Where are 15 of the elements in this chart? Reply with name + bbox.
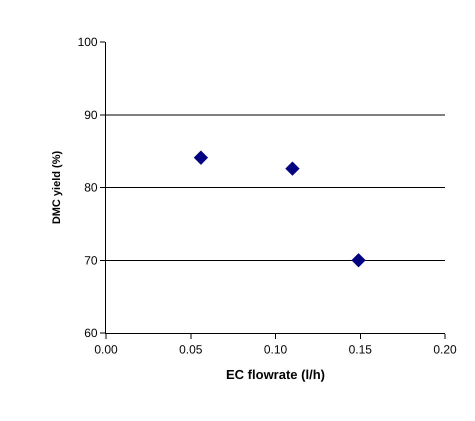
x-tick-label: 0.05 bbox=[179, 342, 203, 356]
y-tick-label: 60 bbox=[84, 326, 98, 340]
y-tick-label: 80 bbox=[84, 180, 98, 195]
y-axis-title: DMC yield (%) bbox=[51, 150, 64, 224]
point bbox=[285, 161, 300, 176]
point bbox=[351, 253, 366, 268]
x-tick-label: 0.15 bbox=[348, 342, 372, 356]
y-tick-label: 100 bbox=[78, 35, 98, 50]
x-axis-title: EC flowrate (l/h) bbox=[226, 367, 325, 382]
x-tick-label: 0.10 bbox=[264, 342, 288, 356]
point bbox=[194, 150, 208, 165]
y-tick-label: 90 bbox=[84, 108, 98, 122]
x-tick-label: 0.20 bbox=[433, 342, 457, 356]
y-tick-label: 70 bbox=[84, 253, 98, 268]
x-tick-label: 0.00 bbox=[94, 342, 118, 356]
